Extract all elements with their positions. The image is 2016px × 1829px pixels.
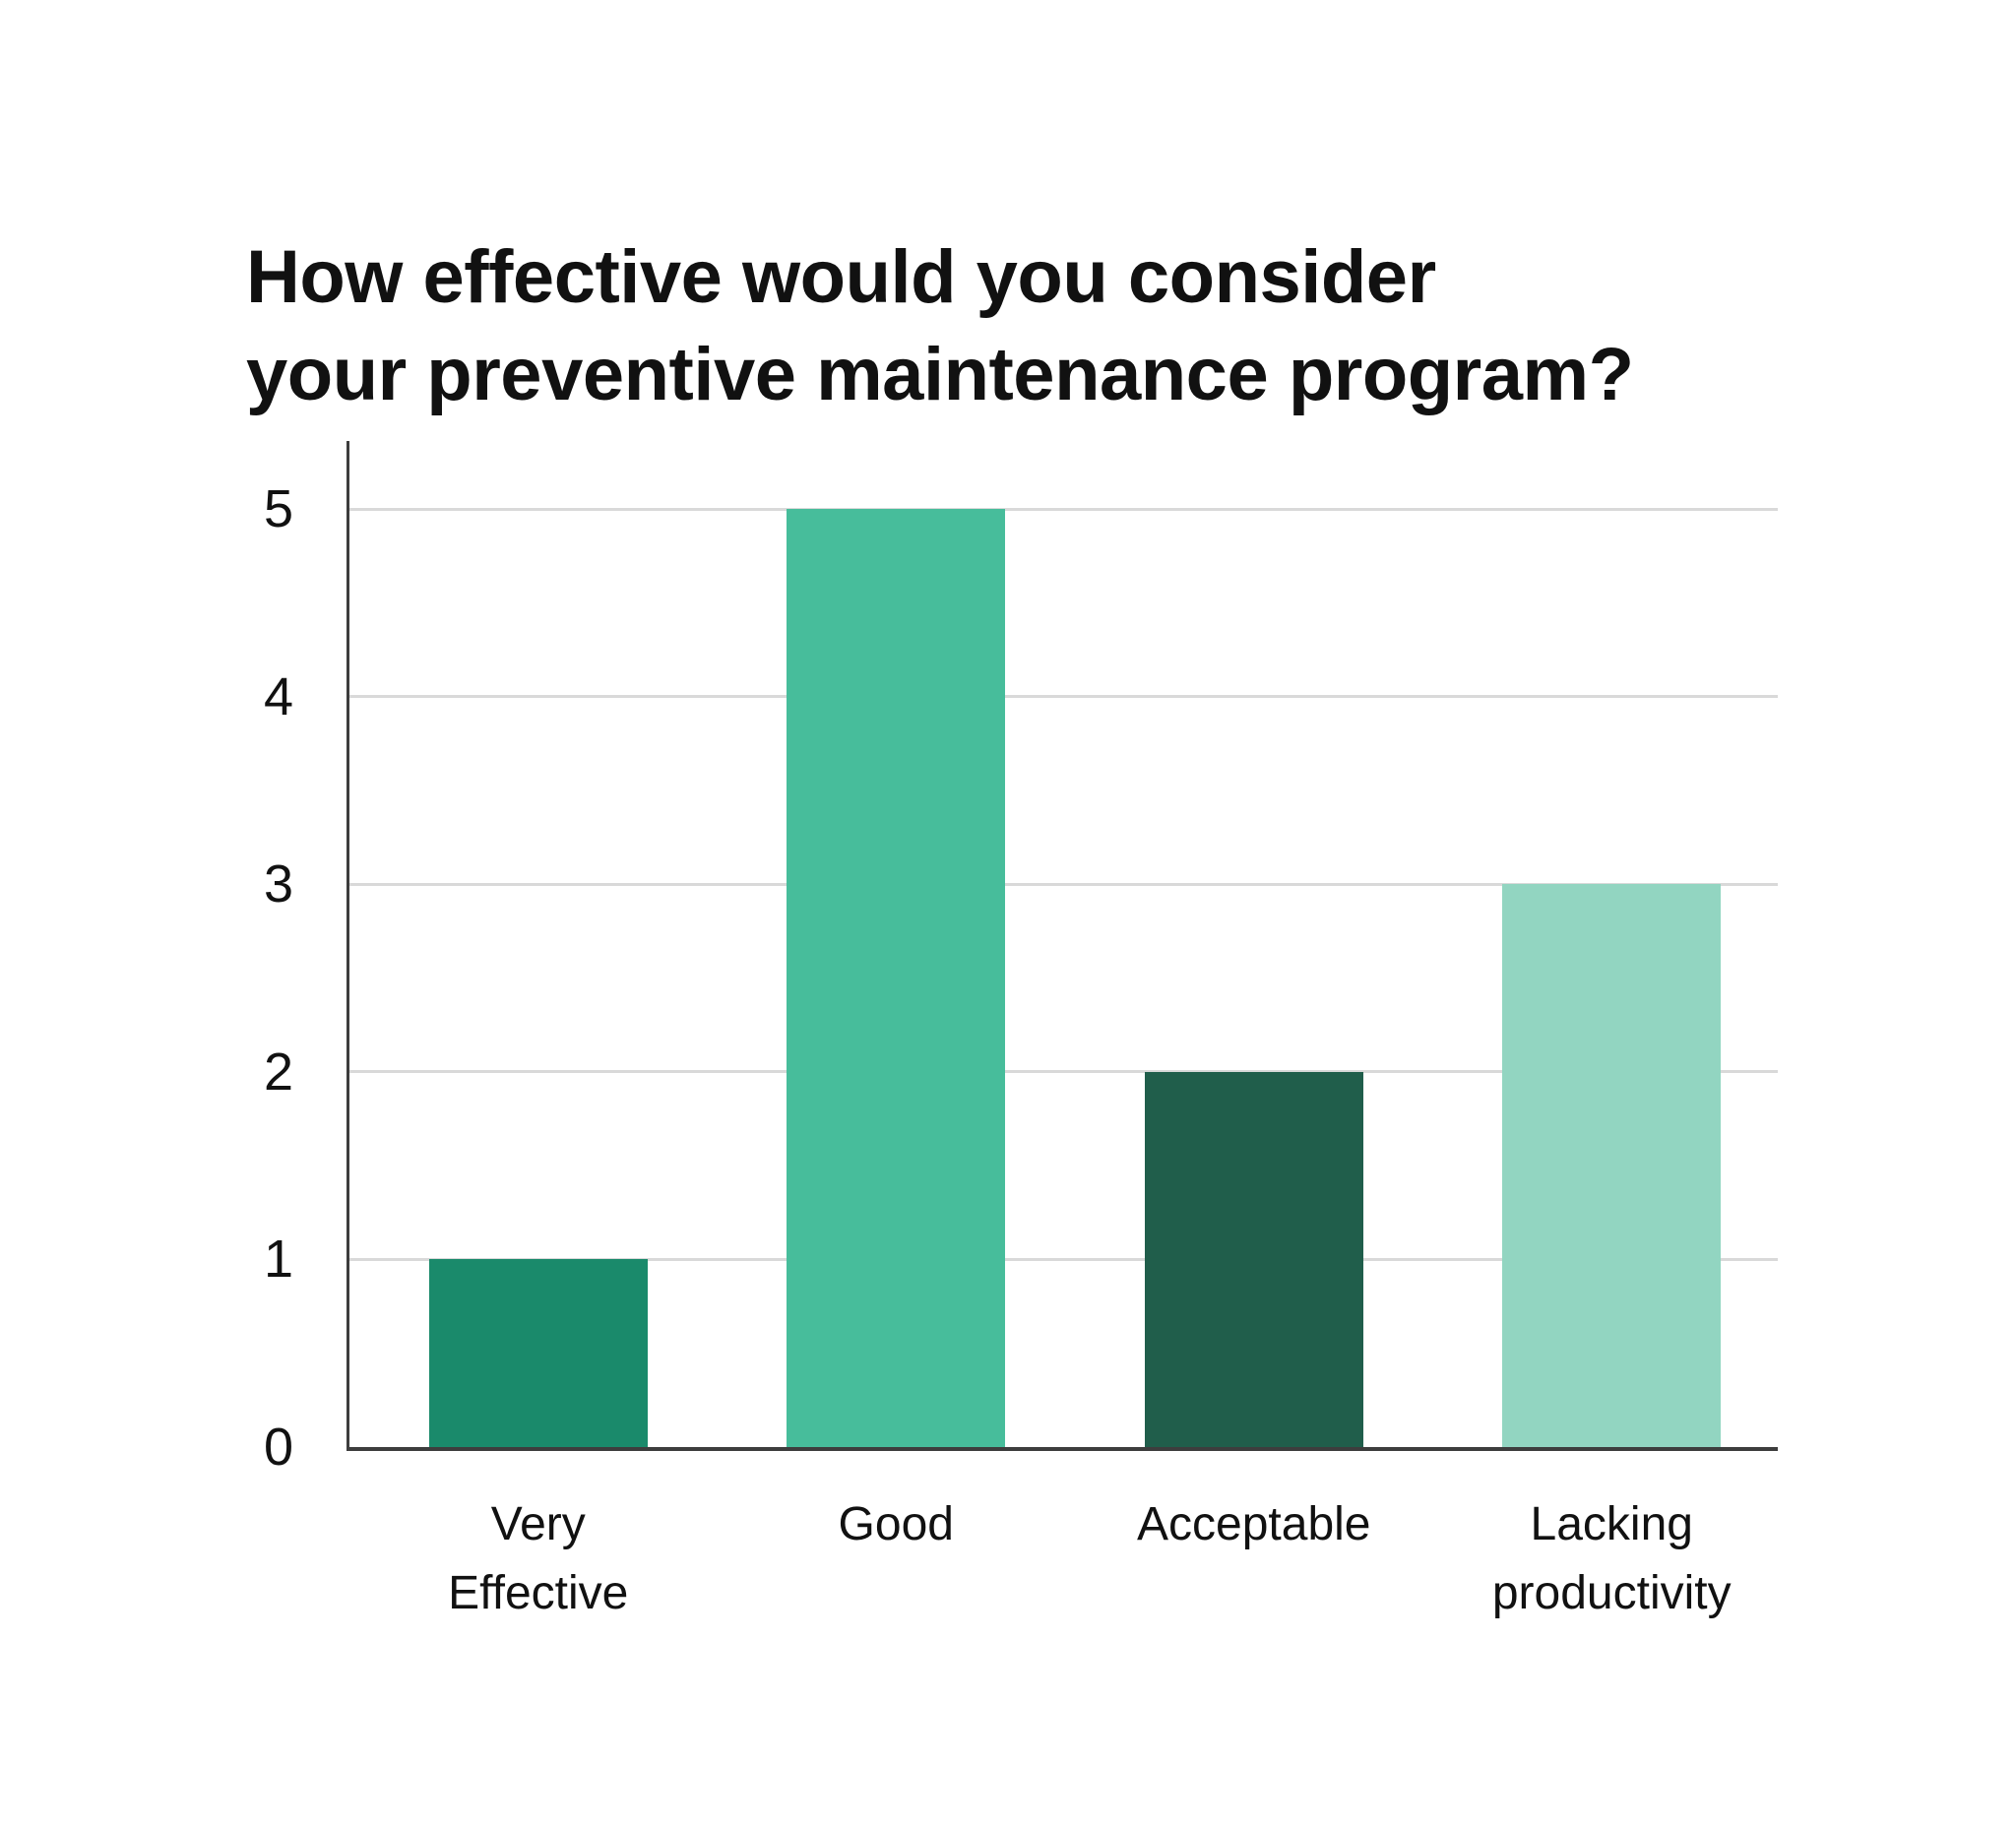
x-cat-label-lacking-productivity: Lacking productivity: [1405, 1490, 1818, 1628]
y-tick-label-2: 2: [263, 1041, 293, 1102]
y-tick-label-4: 4: [263, 666, 293, 726]
plot-area: [346, 441, 1778, 1451]
x-axis-line: [346, 1447, 1778, 1451]
gridline-y-2: [346, 1070, 1778, 1074]
gridline-y-3: [346, 882, 1778, 886]
gridline-y-5: [346, 507, 1778, 511]
gridline-y-4: [346, 695, 1778, 699]
x-cat-label-acceptable: Acceptable: [1047, 1490, 1461, 1559]
gridline-y-1: [346, 1257, 1778, 1261]
x-cat-label-line: Very: [490, 1498, 586, 1550]
x-cat-label-good: Good: [689, 1490, 1102, 1559]
x-cat-label-line: Effective: [448, 1567, 629, 1619]
bar-acceptable: [1144, 1071, 1363, 1447]
chart-title-line-2: your preventive maintenance program?: [246, 333, 1634, 416]
bar-lacking-productivity: [1502, 884, 1722, 1447]
bar-very-effective: [428, 1259, 648, 1447]
x-cat-label-line: Good: [838, 1498, 954, 1550]
chart-title-line-1: How effective would you consider: [246, 235, 1436, 319]
x-cat-label-line: productivity: [1491, 1567, 1732, 1619]
x-cat-label-very-effective: Very Effective: [332, 1490, 745, 1628]
y-axis-line: [346, 441, 349, 1447]
y-tick-label-5: 5: [263, 479, 293, 538]
y-tick-label-0: 0: [263, 1418, 293, 1477]
bar-good: [787, 509, 1006, 1447]
y-tick-label-1: 1: [263, 1230, 293, 1290]
y-tick-label-3: 3: [263, 854, 293, 914]
chart-title: How effective would you consider your pr…: [246, 228, 1634, 423]
x-cat-label-line: Acceptable: [1137, 1498, 1371, 1550]
x-cat-label-line: Lacking: [1530, 1498, 1693, 1550]
